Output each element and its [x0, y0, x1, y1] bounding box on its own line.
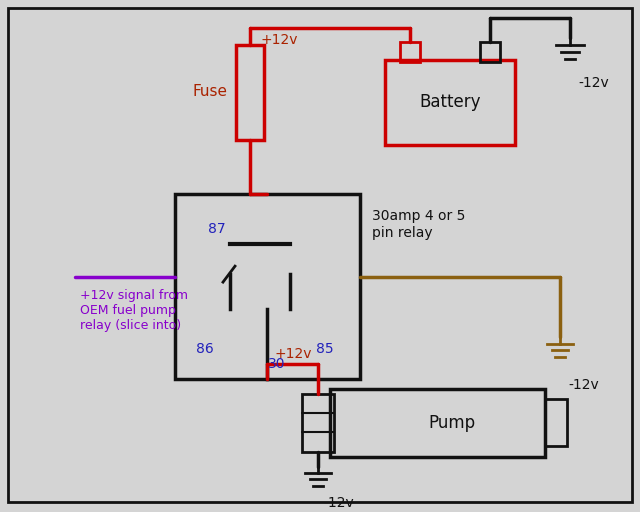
- Bar: [545, 399, 567, 446]
- Bar: [385, 60, 515, 144]
- Bar: [236, 45, 264, 140]
- Text: 86: 86: [196, 342, 214, 356]
- Text: -12v: -12v: [578, 76, 609, 90]
- Bar: [302, 394, 334, 452]
- Text: 85: 85: [316, 342, 334, 356]
- Text: 30: 30: [268, 357, 285, 371]
- Text: 87: 87: [208, 222, 226, 236]
- Text: +12v: +12v: [260, 33, 298, 47]
- Bar: [480, 42, 500, 62]
- Text: Pump: Pump: [428, 414, 476, 432]
- Text: +12v: +12v: [275, 347, 312, 361]
- Bar: [330, 389, 545, 457]
- Text: +12v signal from
OEM fuel pump
relay (slice into): +12v signal from OEM fuel pump relay (sl…: [80, 289, 188, 332]
- Text: -12v: -12v: [323, 497, 354, 510]
- Bar: [400, 42, 420, 62]
- Text: -12v: -12v: [568, 378, 599, 392]
- Bar: [175, 195, 360, 379]
- Text: Battery: Battery: [419, 93, 481, 111]
- Text: 30amp 4 or 5
pin relay: 30amp 4 or 5 pin relay: [372, 209, 465, 240]
- Text: Fuse: Fuse: [193, 84, 228, 99]
